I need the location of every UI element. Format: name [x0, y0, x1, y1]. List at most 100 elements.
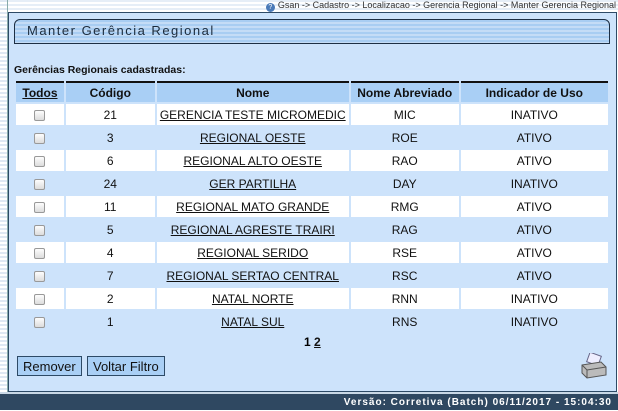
nome-link[interactable]: NATAL SUL [221, 314, 285, 329]
row-checkbox-cell [14, 102, 66, 127]
row-checkbox[interactable] [34, 270, 46, 282]
cell-codigo: 24 [63, 171, 157, 196]
page-2-link[interactable]: 2 [314, 335, 321, 349]
cell-codigo: 6 [63, 148, 157, 173]
cell-nome-abreviado: DAY [348, 171, 461, 196]
row-checkbox-cell [14, 125, 66, 150]
row-checkbox[interactable] [34, 201, 46, 213]
cell-nome: GERENCIA TESTE MICROMEDIC [154, 102, 351, 127]
nome-link[interactable]: REGIONAL ALTO OESTE [183, 153, 322, 168]
table-row: 1 NATAL SUL RNS INATIVO [14, 309, 611, 334]
row-checkbox-cell [14, 309, 66, 334]
row-checkbox[interactable] [34, 109, 46, 121]
table-row: 4 REGIONAL SERIDO RSE ATIVO [14, 240, 611, 265]
cell-nome: REGIONAL SERIDO [154, 240, 351, 265]
header-indicador-uso: Indicador de Uso [458, 82, 611, 104]
cell-nome: REGIONAL ALTO OESTE [154, 148, 351, 173]
nome-link[interactable]: NATAL NORTE [211, 291, 294, 306]
header-nome: Nome [154, 82, 351, 104]
nome-link[interactable]: GERENCIA TESTE MICROMEDIC [159, 107, 346, 122]
cell-indicador-uso: ATIVO [458, 125, 611, 150]
page-current: 1 [304, 335, 311, 349]
left-frame-strip [0, 0, 8, 392]
nome-link[interactable]: REGIONAL SERIDO [197, 245, 309, 260]
cell-nome: REGIONAL SERTAO CENTRAL [154, 263, 351, 288]
nome-link[interactable]: GER PARTILHA [209, 176, 297, 191]
cell-indicador-uso: INATIVO [458, 286, 611, 311]
table-row: 6 REGIONAL ALTO OESTE RAO ATIVO [14, 148, 611, 173]
table-row: 11 REGIONAL MATO GRANDE RMG ATIVO [14, 194, 611, 219]
row-checkbox[interactable] [34, 155, 46, 167]
cell-indicador-uso: INATIVO [458, 309, 611, 334]
nome-link[interactable]: REGIONAL SERTAO CENTRAL [166, 268, 339, 283]
row-checkbox[interactable] [34, 247, 46, 259]
nome-link[interactable]: REGIONAL AGRESTE TRAIRI [170, 222, 335, 237]
select-all-link[interactable]: Todos [14, 82, 66, 104]
cell-indicador-uso: ATIVO [458, 240, 611, 265]
todos-link[interactable]: Todos [22, 85, 58, 100]
cell-codigo: 11 [63, 194, 157, 219]
table-row: 3 REGIONAL OESTE ROE ATIVO [14, 125, 611, 150]
cell-nome: NATAL SUL [154, 309, 351, 334]
main-panel: Manter Gerência Regional Gerências Regio… [8, 12, 617, 392]
voltar-filtro-button[interactable]: Voltar Filtro [87, 356, 165, 376]
gerencias-table: Todos Código Nome Nome Abreviado Indicad… [14, 81, 611, 334]
row-checkbox[interactable] [34, 178, 46, 190]
row-checkbox-cell [14, 148, 66, 173]
header-codigo: Código [63, 82, 157, 104]
row-checkbox[interactable] [34, 224, 46, 236]
cell-codigo: 21 [63, 102, 157, 127]
nome-link[interactable]: REGIONAL MATO GRANDE [176, 199, 330, 214]
table-row: 21 GERENCIA TESTE MICROMEDIC MIC INATIVO [14, 102, 611, 127]
cell-nome: REGIONAL AGRESTE TRAIRI [154, 217, 351, 242]
row-checkbox[interactable] [34, 293, 46, 305]
cell-nome-abreviado: RSC [348, 263, 461, 288]
cell-nome-abreviado: MIC [348, 102, 461, 127]
cell-nome: GER PARTILHA [154, 171, 351, 196]
cell-indicador-uso: ATIVO [458, 217, 611, 242]
version-footer: Versão: Corretiva (Batch) 06/11/2017 - 1… [0, 392, 618, 410]
remover-button[interactable]: Remover [17, 356, 82, 376]
row-checkbox-cell [14, 171, 66, 196]
cell-nome-abreviado: RAG [348, 217, 461, 242]
cell-indicador-uso: INATIVO [458, 171, 611, 196]
header-nome-abreviado: Nome Abreviado [348, 82, 461, 104]
section-subtitle: Gerências Regionais cadastradas: [14, 64, 186, 76]
cell-codigo: 2 [63, 286, 157, 311]
nome-link[interactable]: REGIONAL OESTE [199, 130, 306, 145]
row-checkbox-cell [14, 217, 66, 242]
cell-nome-abreviado: RAO [348, 148, 461, 173]
cell-codigo: 7 [63, 263, 157, 288]
help-icon[interactable]: ? [265, 3, 275, 12]
breadcrumb: Gsan -> Cadastro -> Localizacao -> Geren… [277, 0, 616, 10]
row-checkbox-cell [14, 194, 66, 219]
cell-nome: REGIONAL MATO GRANDE [154, 194, 351, 219]
cell-nome-abreviado: RMG [348, 194, 461, 219]
cell-codigo: 1 [63, 309, 157, 334]
row-checkbox-cell [14, 240, 66, 265]
breadcrumb-bar: ? Gsan -> Cadastro -> Localizacao -> Gere… [8, 0, 618, 12]
row-checkbox[interactable] [34, 316, 46, 328]
cell-nome-abreviado: RSE [348, 240, 461, 265]
table-row: 7 REGIONAL SERTAO CENTRAL RSC ATIVO [14, 263, 611, 288]
cell-codigo: 5 [63, 217, 157, 242]
cell-nome: NATAL NORTE [154, 286, 351, 311]
page-title: Manter Gerência Regional [14, 19, 610, 44]
row-checkbox-cell [14, 263, 66, 288]
printer-icon[interactable] [579, 353, 607, 379]
row-checkbox-cell [14, 286, 66, 311]
pagination: 1 2 [304, 335, 321, 349]
cell-indicador-uso: INATIVO [458, 102, 611, 127]
table-row: 2 NATAL NORTE RNN INATIVO [14, 286, 611, 311]
table-row: 5 REGIONAL AGRESTE TRAIRI RAG ATIVO [14, 217, 611, 242]
cell-nome-abreviado: ROE [348, 125, 461, 150]
cell-nome-abreviado: RNN [348, 286, 461, 311]
row-checkbox[interactable] [34, 132, 46, 144]
cell-codigo: 4 [63, 240, 157, 265]
cell-nome: REGIONAL OESTE [154, 125, 351, 150]
cell-indicador-uso: ATIVO [458, 263, 611, 288]
cell-nome-abreviado: RNS [348, 309, 461, 334]
cell-indicador-uso: ATIVO [458, 148, 611, 173]
cell-indicador-uso: ATIVO [458, 194, 611, 219]
table-row: 24 GER PARTILHA DAY INATIVO [14, 171, 611, 196]
